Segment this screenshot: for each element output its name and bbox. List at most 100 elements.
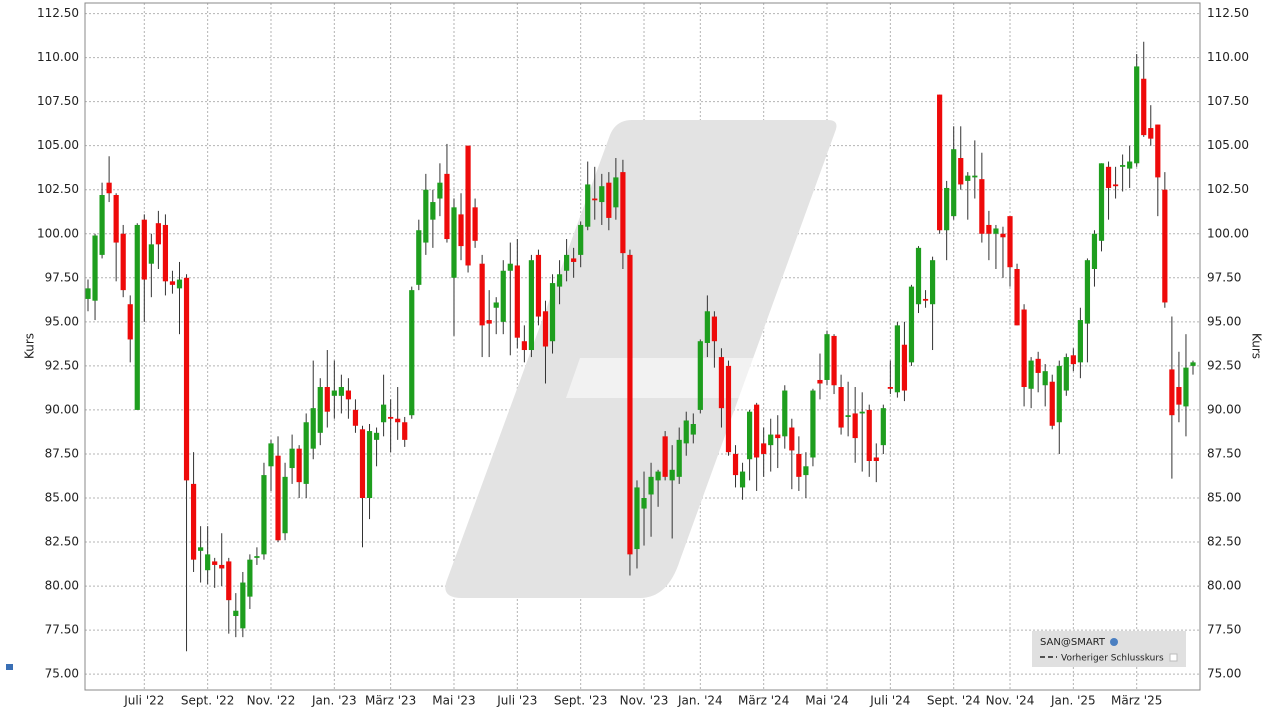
candle-body (676, 439, 682, 477)
y2-tick-label: 102.50 (1207, 182, 1249, 196)
x-tick-label: März '25 (1111, 694, 1162, 708)
x-tick-label: Sept. '22 (181, 694, 235, 708)
candle-body (85, 288, 91, 299)
candle-body (338, 387, 344, 396)
watermark-cut (566, 358, 760, 398)
candle-body (1169, 369, 1175, 416)
candle-body (951, 149, 957, 217)
candle-body (1028, 360, 1034, 389)
candle-body (134, 224, 140, 410)
candle-body (648, 476, 654, 495)
candle-body (141, 219, 147, 280)
candle-body (507, 263, 513, 271)
candle-body (824, 334, 830, 380)
y2-tick-label: 87.50 (1207, 446, 1241, 460)
candle-body (620, 172, 626, 254)
candle-body (472, 207, 478, 241)
y-tick-label: 110.00 (37, 50, 79, 64)
y-tick-label: 82.50 (45, 535, 79, 549)
candle-body (226, 561, 232, 601)
x-tick-label: Jan. '24 (677, 694, 723, 708)
y2-tick-label: 77.50 (1207, 623, 1241, 637)
candle-body (662, 436, 668, 477)
candle-body (908, 286, 915, 363)
candle-body (1148, 128, 1154, 139)
x-tick-label: Nov. '22 (247, 694, 296, 708)
candle-body (1070, 355, 1076, 365)
x-tick-label: Nov. '23 (620, 694, 669, 708)
candle-body (155, 223, 161, 245)
candle-body (1007, 216, 1013, 268)
candle-body (887, 387, 893, 389)
candle-body (317, 387, 323, 433)
y-tick-label: 95.00 (45, 314, 79, 328)
candle-body (563, 254, 570, 271)
candle-body (99, 195, 105, 255)
candle-body (402, 422, 408, 440)
y2-axis-label: Kurs (1250, 333, 1264, 359)
candle-body (106, 182, 112, 194)
candle-body (655, 471, 661, 481)
candle-body (754, 404, 760, 458)
watermark (445, 120, 837, 598)
x-tick-label: Jan. '23 (311, 694, 357, 708)
candle-body (113, 195, 119, 243)
candle-body (852, 413, 858, 439)
candle-body (894, 325, 900, 393)
candle-body (732, 453, 739, 476)
legend-checkbox[interactable] (1169, 653, 1178, 662)
candle-body (528, 260, 535, 351)
candle-body (359, 429, 366, 498)
candle-body (1112, 184, 1119, 187)
candle-body (585, 184, 591, 227)
candle-body (240, 582, 246, 629)
candle-body (190, 483, 197, 560)
y2-tick-label: 95.00 (1207, 314, 1241, 328)
y-tick-label: 102.50 (37, 182, 79, 196)
candle-body (205, 554, 211, 571)
candle-body (444, 173, 450, 240)
candle-body (289, 448, 295, 469)
candle-body (1105, 166, 1112, 188)
candle-body (972, 175, 978, 178)
candle-body (613, 177, 619, 208)
candle-body (162, 224, 169, 282)
candle-body (1098, 163, 1105, 241)
candle-body (627, 254, 633, 555)
x-tick-label: März '23 (365, 694, 416, 708)
candle-body (148, 244, 154, 264)
y2-tick-label: 112.50 (1207, 6, 1249, 20)
candle-body (212, 561, 218, 565)
candle-body (704, 311, 710, 343)
candle-body (275, 455, 281, 541)
legend-entry: SAN@SMART (1040, 637, 1106, 648)
candle-body (1120, 165, 1126, 167)
y-tick-label: 97.50 (45, 270, 79, 284)
plot-frame (84, 2, 1201, 691)
candle-body (409, 290, 415, 416)
candle-body (746, 411, 753, 460)
candle-body (176, 279, 183, 289)
corner-icon[interactable] (6, 664, 13, 670)
candle-body (775, 434, 781, 439)
candle-body (718, 357, 725, 409)
candle-body (922, 298, 929, 301)
candle-body (331, 390, 337, 396)
candle-body (416, 230, 422, 285)
candle-body (493, 302, 499, 308)
y-tick-label: 112.50 (37, 6, 79, 20)
y2-tick-label: 82.50 (1207, 535, 1241, 549)
x-tick-label: Mai '23 (432, 694, 475, 708)
candle-body (901, 344, 908, 391)
legend: SAN@SMART Vorheriger Schlusskurs (1032, 631, 1186, 667)
candle-body (937, 94, 943, 231)
candle-body (796, 453, 802, 477)
y-tick-label: 85.00 (45, 490, 79, 504)
candle-body (423, 189, 429, 243)
candle-body (1056, 365, 1062, 423)
candle-body (1091, 233, 1098, 269)
x-tick-label: Juli '23 (496, 694, 537, 708)
legend-entry: Vorheriger Schlusskurs (1061, 654, 1164, 664)
candle-body (92, 235, 98, 301)
